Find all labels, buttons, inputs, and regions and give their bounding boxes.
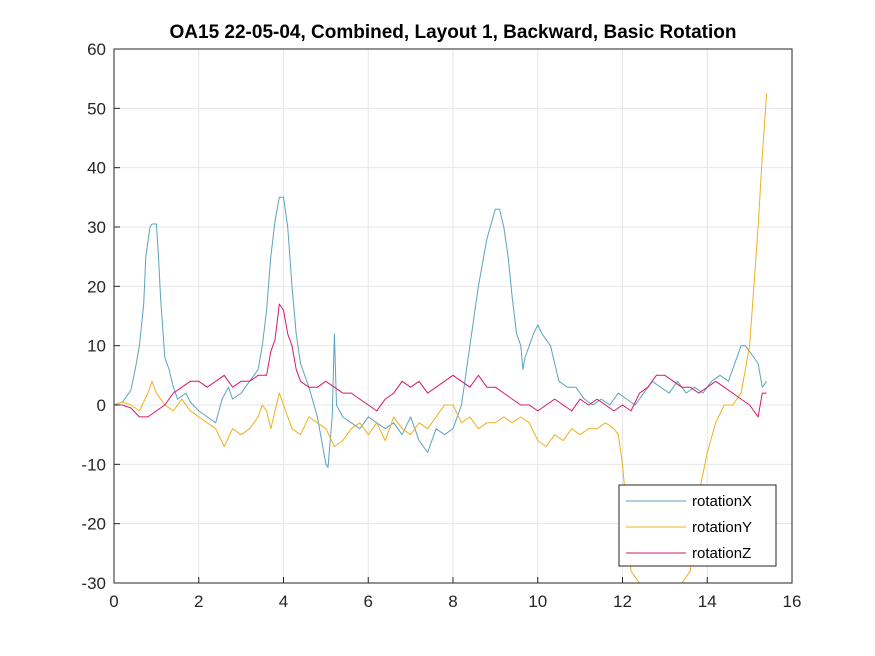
- y-tick-label: 20: [87, 277, 106, 296]
- series-lines: [114, 93, 768, 583]
- y-tick-label: -30: [81, 574, 106, 593]
- x-tick-label: 12: [613, 592, 632, 611]
- legend-label-rotationY: rotationY: [692, 519, 752, 536]
- series-line-rotationZ: [114, 303, 767, 418]
- legend-label-rotationX: rotationX: [692, 493, 752, 510]
- x-tick-label: 14: [698, 592, 717, 611]
- x-tick-label: 6: [364, 592, 373, 611]
- series-line-rotationY: [114, 93, 768, 583]
- x-tick-label: 16: [783, 592, 802, 611]
- y-tick-label: 60: [87, 40, 106, 59]
- y-tick-label: -10: [81, 455, 106, 474]
- x-tick-label: 10: [528, 592, 547, 611]
- x-axis-ticks: 0 2 4 6 8 10 12 14 16: [109, 577, 801, 611]
- y-tick-label: 40: [87, 159, 106, 178]
- y-tick-label: 0: [97, 396, 106, 415]
- x-tick-label: 2: [194, 592, 203, 611]
- legend: rotationX rotationY rotationZ: [618, 484, 777, 567]
- y-axis-ticks: 60 50 40 30 20 10 0 -10 -20 -30: [81, 40, 120, 593]
- series-line-rotationX: [114, 196, 768, 468]
- chart-title: OA15 22-05-04, Combined, Layout 1, Backw…: [170, 22, 737, 43]
- legend-label-rotationZ: rotationZ: [692, 545, 751, 562]
- x-tick-label: 8: [448, 592, 457, 611]
- y-tick-label: 10: [87, 337, 106, 356]
- y-tick-label: 50: [87, 99, 106, 118]
- y-tick-label: -20: [81, 515, 106, 534]
- y-tick-label: 30: [87, 218, 106, 237]
- x-tick-label: 4: [279, 592, 288, 611]
- x-tick-label: 0: [109, 592, 118, 611]
